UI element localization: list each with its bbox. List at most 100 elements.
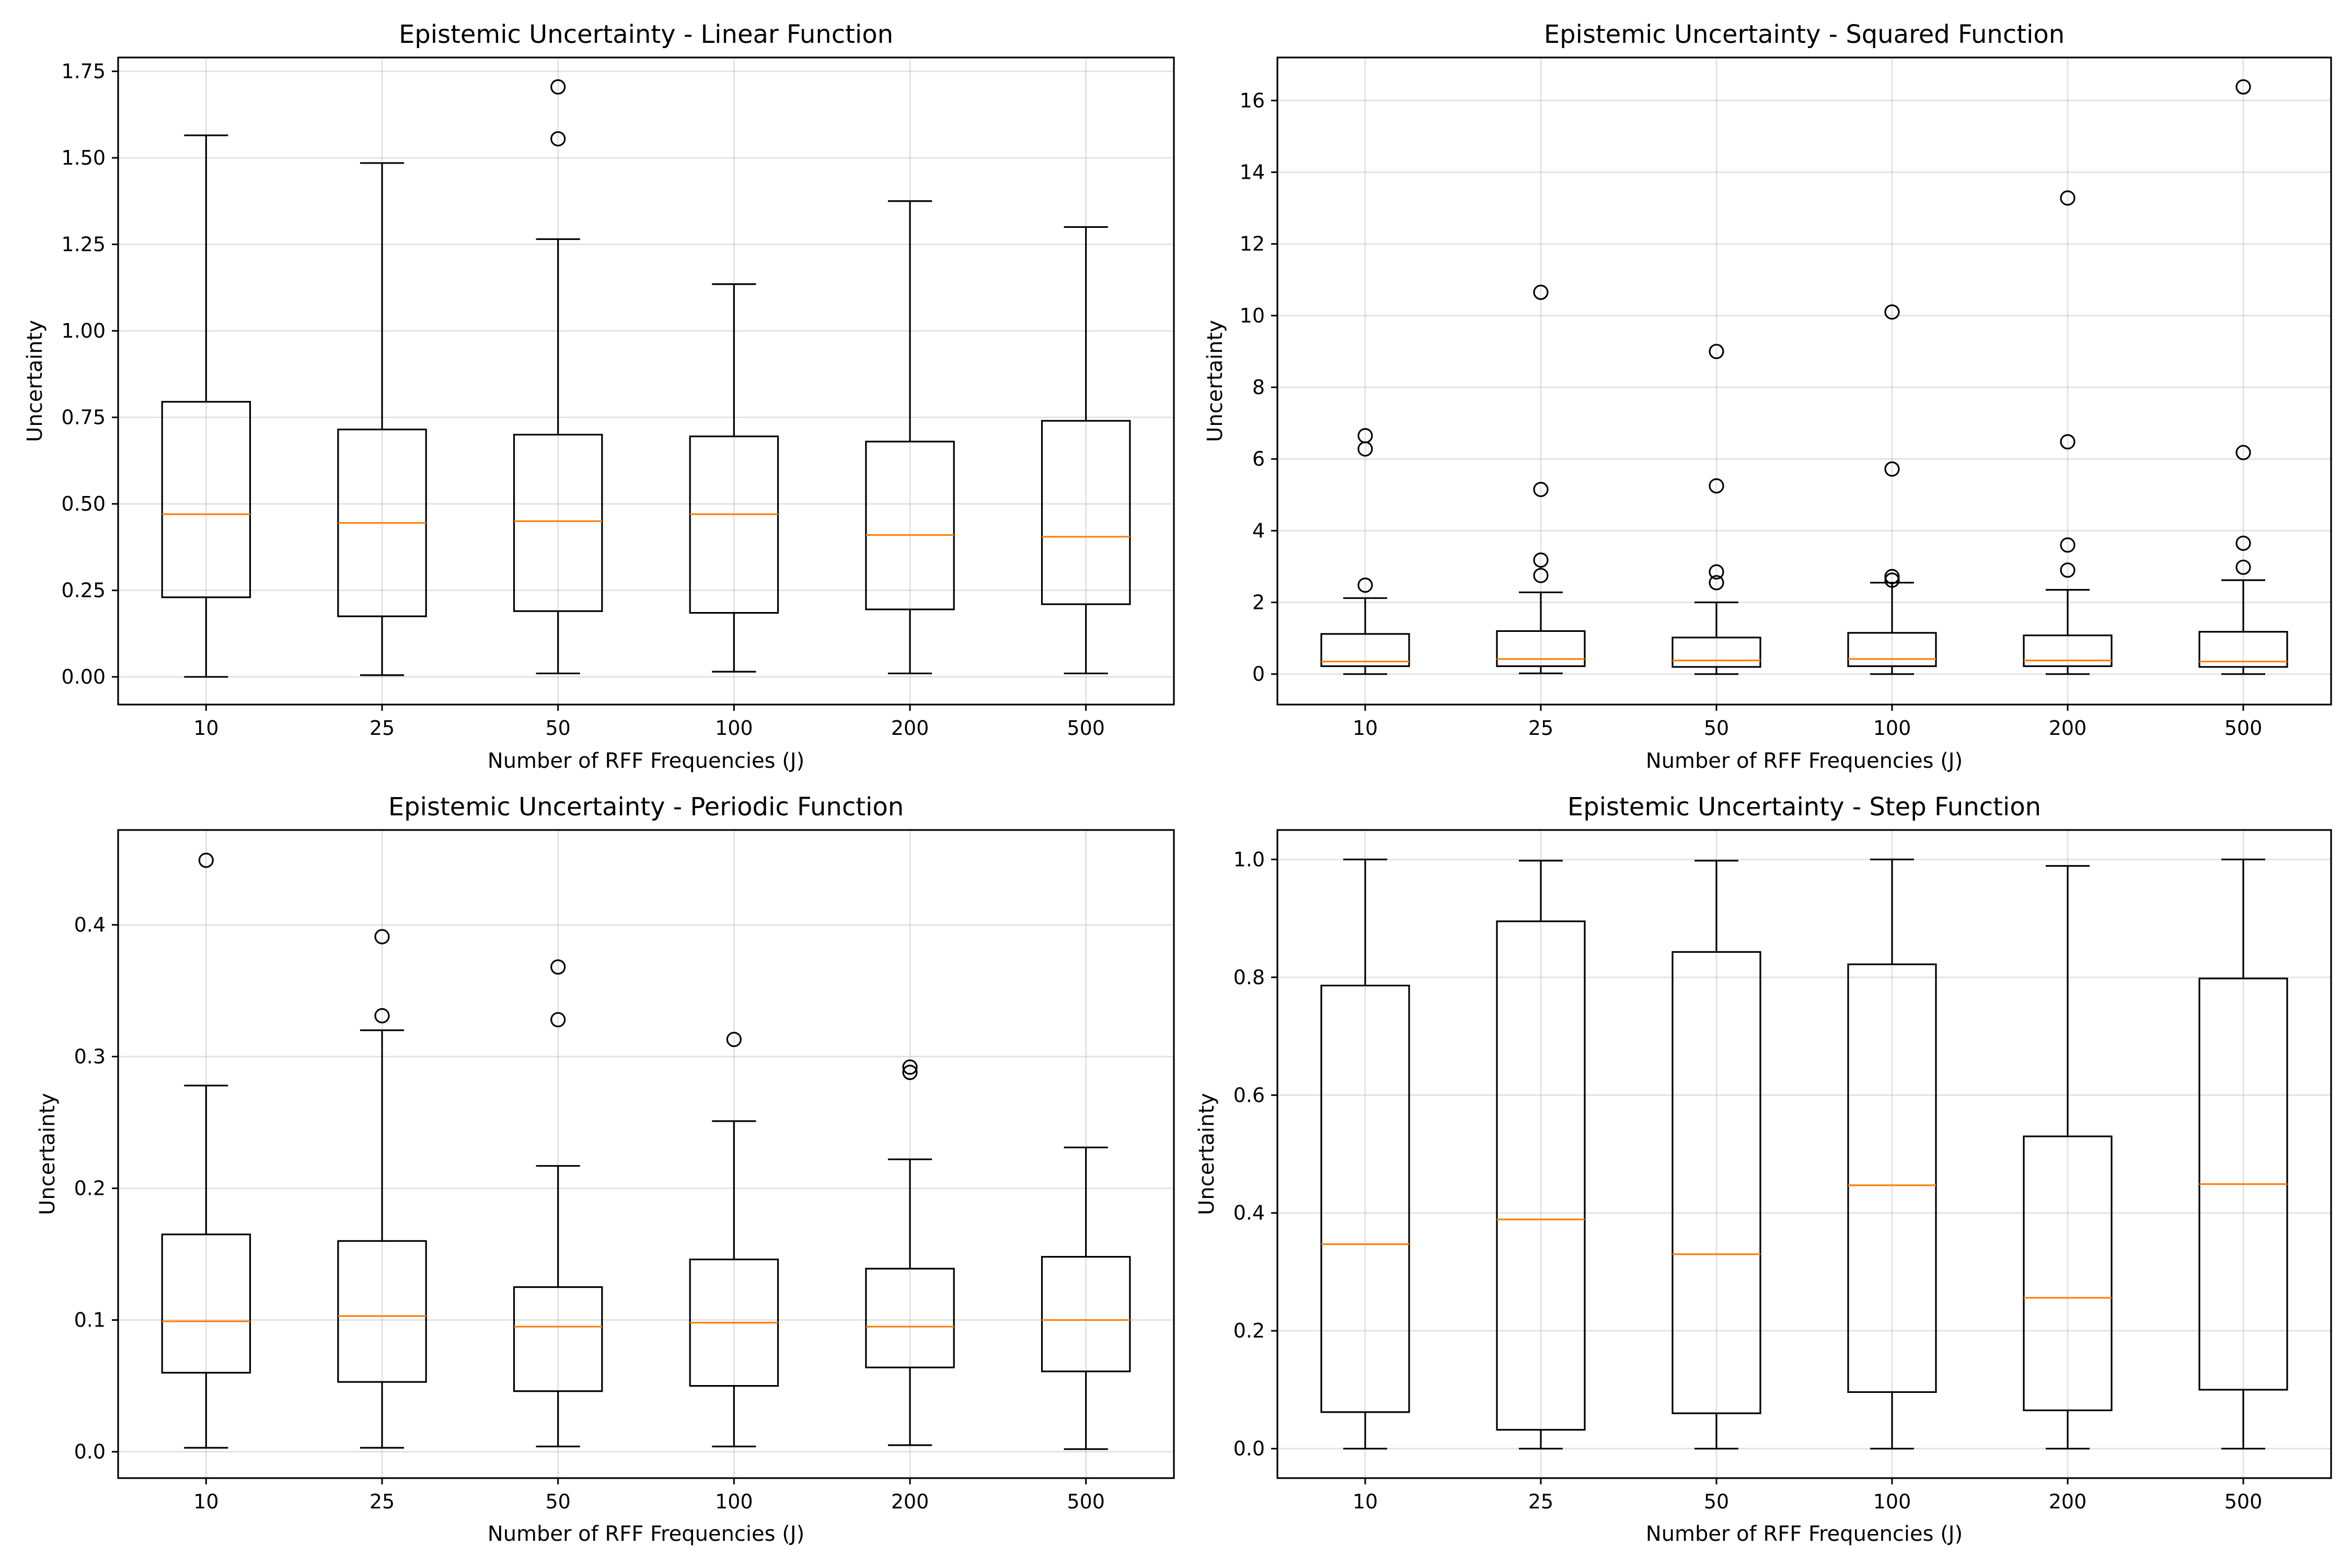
outlier-point [1533,284,1549,300]
x-tick-label: 50 [545,1490,570,1513]
x-tick-label: 100 [715,717,753,740]
box-50 [513,959,603,1448]
y-tick-label: 0.00 [61,665,106,688]
y-tick-label: 0.75 [61,406,106,429]
y-ticks: 0.0 0.1 0.2 0.3 0.4 [74,913,118,1463]
outlier-point [2060,434,2076,449]
outlier-point [1357,428,1373,444]
y-ticks: 0.0 0.2 0.4 0.6 0.8 1.0 [1233,848,1277,1460]
x-tick-label: 25 [370,717,395,740]
x-tick-label: 100 [1873,1490,1911,1513]
y-tick-label: 0.0 [1233,1437,1265,1460]
iqr-box [865,1267,955,1368]
y-tick-label: 10 [1240,304,1265,327]
y-tick-label: 0.4 [74,913,106,936]
outlier-point [1884,461,1900,477]
iqr-box [1041,420,1131,605]
x-tick-label: 500 [1067,1490,1105,1513]
outlier-point [726,1032,742,1047]
y-tick-label: 1.50 [61,146,106,169]
box-25 [337,929,427,1449]
x-tick-label: 10 [193,1490,218,1513]
y-tick-label: 4 [1252,519,1265,542]
x-ticks: 10 25 50 100 200 500 [193,1478,1105,1513]
x-axis-label: Number of RFF Frequencies (J) [1646,1522,1963,1546]
x-tick-label: 10 [193,717,218,740]
x-tick-label: 200 [891,717,929,740]
axes-frame [1276,56,2332,706]
y-tick-label: 0.2 [74,1177,106,1200]
outlier-point [1884,304,1900,320]
box-layer [161,852,1131,1450]
box-10 [161,852,251,1449]
x-axis-label: Number of RFF Frequencies (J) [1646,749,1963,773]
outlier-point [198,852,214,868]
y-tick-label: 0.50 [61,492,106,515]
iqr-box [865,441,955,610]
x-tick-label: 500 [1067,717,1105,740]
box-10 [1320,428,1410,675]
iqr-box [337,1240,427,1383]
box-10 [1320,858,1410,1450]
box-25 [337,162,427,676]
iqr-box [1671,951,1761,1414]
outlier-point [902,1065,918,1080]
panel-title: Epistemic Uncertainty - Step Function [1567,792,2041,822]
outlier-point [1709,478,1724,494]
box-500 [2198,79,2288,675]
outlier-point [1884,572,1900,588]
x-tick-label: 100 [715,1490,753,1513]
box-100 [689,1032,779,1448]
y-tick-label: 0.4 [1233,1202,1265,1225]
outlier-point [1709,575,1724,591]
y-tick-label: 0.2 [1233,1319,1265,1342]
iqr-box [2023,635,2113,667]
outlier-point [902,1059,918,1075]
box-25 [1496,860,1586,1450]
panel-title: Epistemic Uncertainty - Periodic Functio… [388,792,904,822]
y-ticks: 0 2 4 6 8 10 12 14 16 [1240,89,1277,686]
outlier-point [1533,481,1549,498]
x-ticks: 10 25 50 100 200 500 [1353,1478,2262,1513]
box-layer [1320,79,2288,675]
box-100 [1847,858,1937,1450]
y-tick-label: 12 [1240,233,1265,256]
box-layer [161,79,1131,678]
y-tick-label: 0.8 [1233,966,1265,989]
box-200 [2023,190,2113,675]
iqr-box [1847,632,1937,667]
y-tick-label: 2 [1252,591,1265,614]
outlier-point [2235,535,2251,551]
outlier-point [374,929,390,944]
x-ticks: 10 25 50 100 200 500 [1353,705,2262,740]
y-axis-label: Uncertainty [1203,320,1227,442]
x-tick-label: 50 [545,717,570,740]
axes-frame [117,56,1175,706]
box-50 [1671,343,1761,675]
y-tick-label: 0 [1252,663,1265,686]
iqr-box [1320,633,1410,667]
y-tick-label: 0.25 [61,579,106,602]
outlier-point [2060,562,2076,578]
iqr-box [161,1233,251,1374]
y-tick-label: 1.0 [1233,848,1265,871]
outlier-point [2060,537,2076,553]
x-tick-label: 10 [1353,717,1378,740]
outlier-point [1709,343,1724,360]
iqr-box [1320,984,1410,1413]
box-25 [1496,284,1586,674]
y-tick-label: 0.1 [74,1309,106,1332]
outlier-point [2235,559,2251,575]
outlier-point [550,79,566,95]
box-100 [1847,304,1937,675]
box-50 [513,79,603,675]
box-200 [2023,865,2113,1450]
outlier-point [550,959,566,975]
iqr-box [513,1286,603,1392]
iqr-box [513,434,603,612]
outlier-point [550,131,566,147]
x-tick-label: 25 [1528,1490,1553,1513]
panel-linear: Epistemic Uncertainty - Linear Function … [23,20,1175,773]
